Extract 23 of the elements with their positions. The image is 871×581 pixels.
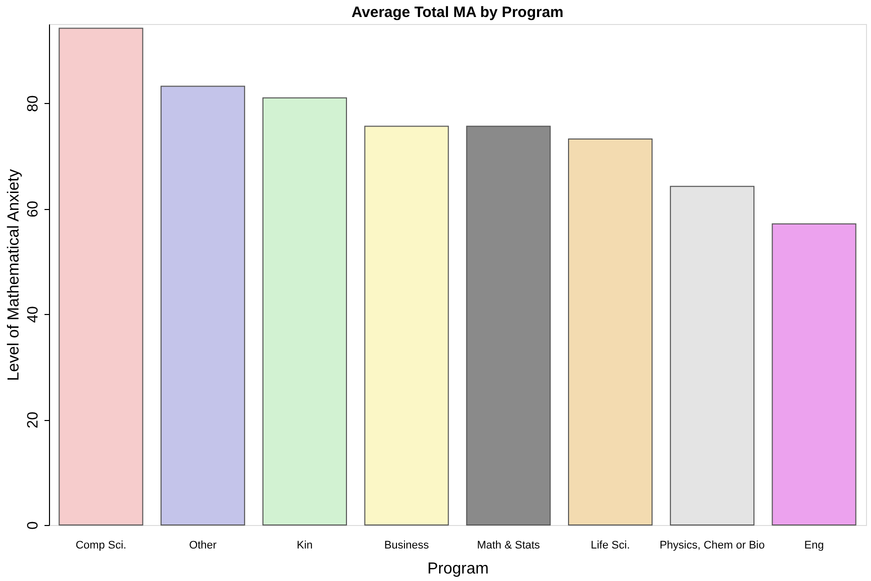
y-tick-label: 40 [24,306,42,323]
bar [772,223,856,526]
x-tick-label: Eng [804,540,824,552]
y-tick-label: 80 [24,95,42,112]
y-tick-label: 0 [24,521,42,530]
y-tick-label: 20 [24,412,42,428]
x-tick-label: Physics, Chem or Bio [660,540,765,552]
bar [568,138,653,526]
x-tick-label: Kin [296,540,313,552]
bar [58,28,144,526]
chart-title: Average Total MA by Program [352,4,564,21]
x-axis-title: Program [427,560,489,578]
x-tick-label: Business [384,540,430,552]
x-tick-label: Math & Stats [476,540,540,552]
bar [364,126,449,526]
bar [160,86,246,526]
bar [262,97,347,526]
x-tick-label: Comp Sci. [76,540,126,552]
x-tick-label: Other [189,540,217,552]
y-axis-title: Level of Mathematical Anxiety [6,169,22,381]
bar [466,126,551,526]
x-tick-label: Life Sci. [590,540,630,552]
y-tick-label: 60 [24,200,42,218]
